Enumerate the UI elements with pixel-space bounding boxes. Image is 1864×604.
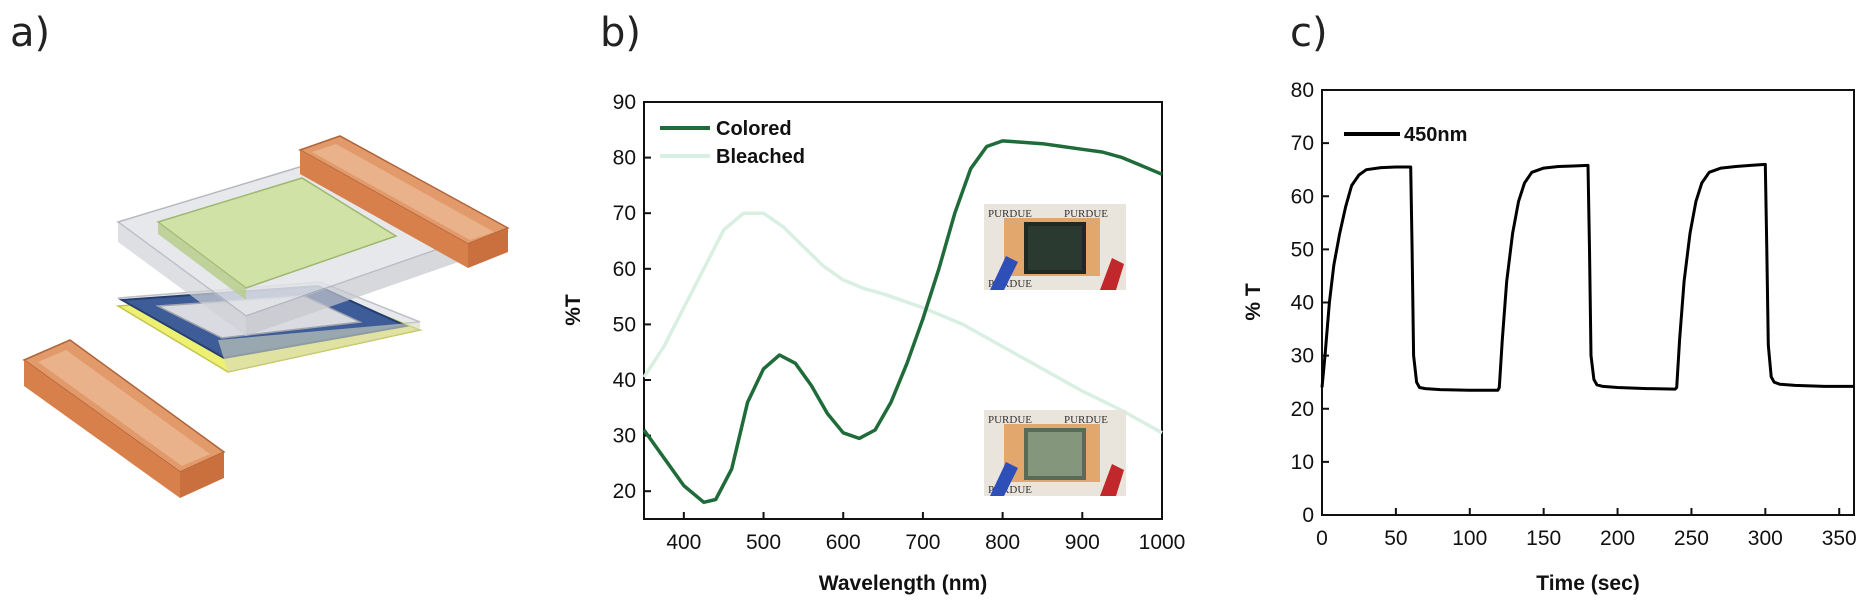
x-tick-label-b-2: 600 <box>826 531 861 554</box>
y-tick-label-c-0: 0 <box>1302 504 1314 527</box>
green-active-film <box>156 177 398 289</box>
panel-b-label: b) <box>600 10 641 56</box>
inset-text-1: PURDUE <box>988 208 1032 220</box>
panel-a-label: a) <box>10 10 50 56</box>
x-tick-label-c-6: 300 <box>1748 527 1783 550</box>
y-tick-label-b-1: 30 <box>613 425 636 448</box>
x-tick-label-b-3: 700 <box>905 531 940 554</box>
plot-frame-b <box>643 101 1163 520</box>
inset-text-5: PURDUE <box>1064 414 1108 426</box>
panel-a: a) <box>10 10 510 498</box>
x-axis-title-c: Time (sec) <box>1536 572 1640 595</box>
plot-frame-c <box>1321 89 1855 516</box>
legend-label-450nm: 450nm <box>1404 124 1467 146</box>
legend-c: 450nm <box>1344 124 1467 146</box>
x-tick-label-c-7: 350 <box>1822 527 1857 550</box>
y-tick-label-c-5: 50 <box>1291 238 1314 261</box>
x-tick-label-b-6: 1000 <box>1139 531 1186 554</box>
x-tick-label-c-4: 200 <box>1600 527 1635 550</box>
y-tick-label-b-0: 20 <box>613 480 636 503</box>
y-tick-label-c-7: 70 <box>1291 132 1314 155</box>
y-tick-label-c-8: 80 <box>1291 79 1314 102</box>
panel-c-label: c) <box>1290 10 1328 56</box>
x-tick-label-c-2: 100 <box>1452 527 1487 550</box>
legend-label-colored: Colored <box>716 118 792 140</box>
legend-label-bleached: Bleached <box>716 146 805 168</box>
x-axis-title-b: Wavelength (nm) <box>819 572 987 595</box>
y-tick-label-b-6: 80 <box>613 147 636 170</box>
x-tick-label-b-0: 400 <box>666 531 701 554</box>
inset-photo-bleached: PURDUE PURDUE PURDUE <box>984 410 1126 496</box>
series-line-colored <box>642 139 1163 505</box>
series-group-b <box>642 139 1163 505</box>
y-tick-label-c-2: 20 <box>1291 398 1314 421</box>
y-tick-label-c-3: 30 <box>1291 345 1314 368</box>
x-tick-label-c-3: 150 <box>1526 527 1561 550</box>
x-tick-label-b-5: 900 <box>1065 531 1100 554</box>
x-tick-label-c-1: 50 <box>1384 527 1407 550</box>
copper-contact-bottom <box>22 339 226 498</box>
series-line-450nm <box>1320 162 1854 392</box>
y-tick-label-b-5: 70 <box>613 202 636 225</box>
y-tick-label-c-1: 10 <box>1291 451 1314 474</box>
inset-text-2: PURDUE <box>1064 208 1108 220</box>
y-tick-label-b-7: 90 <box>613 91 636 114</box>
panel-b: b) 400 500 600 700 800 900 1000 20 30 40 50 60 70 80 9… <box>562 10 1185 595</box>
tick-group-b: 400 500 600 700 800 900 1000 20 30 40 50 60 70 80 90 <box>613 91 1186 554</box>
top-glass-side <box>246 238 470 336</box>
inset-text-4: PURDUE <box>988 414 1032 426</box>
top-glass-edge <box>118 222 246 336</box>
x-tick-label-c-5: 250 <box>1674 527 1709 550</box>
panel-c: c) 0 50 100 150 200 250 300 350 0 10 20 30 40 50 60 70 8… <box>1242 10 1857 595</box>
bottom-substrate-edge <box>218 322 420 372</box>
y-axis-title-c: % T <box>1242 283 1265 321</box>
tick-group-c: 0 50 100 150 200 250 300 350 0 10 20 30 40 50 60 70 80 <box>1291 79 1857 550</box>
y-tick-label-b-4: 60 <box>613 258 636 281</box>
y-tick-label-c-6: 60 <box>1291 185 1314 208</box>
inset-photo-colored: PURDUE PURDUE PURDUE <box>984 204 1126 290</box>
series-group-c <box>1320 162 1854 392</box>
series-line-bleached <box>642 211 1163 435</box>
x-tick-label-b-1: 500 <box>746 531 781 554</box>
legend-b: Colored Bleached <box>660 118 805 168</box>
y-tick-label-c-4: 40 <box>1291 292 1314 315</box>
copper-contact-top <box>298 135 510 268</box>
x-tick-label-c-0: 0 <box>1316 527 1328 550</box>
x-tick-label-b-4: 800 <box>985 531 1020 554</box>
y-axis-title-b: %T <box>562 294 585 326</box>
y-tick-label-b-3: 50 <box>613 313 636 336</box>
green-film-edge <box>158 222 246 300</box>
y-tick-label-b-2: 40 <box>613 369 636 392</box>
